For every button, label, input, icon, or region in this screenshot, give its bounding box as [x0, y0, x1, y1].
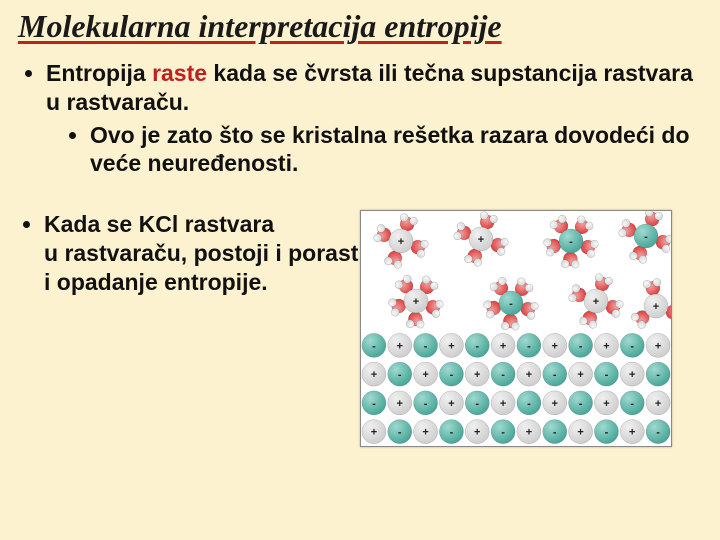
svg-text:+: + [655, 340, 661, 352]
bullet-list-1: Entropija raste kada se čvrsta ili tečna… [46, 59, 704, 178]
bullet-1-highlight: raste [152, 60, 207, 86]
svg-text:+: + [552, 398, 558, 410]
svg-text:+: + [500, 340, 506, 352]
svg-text:-: - [630, 340, 634, 352]
bullet-1-pre: Entropija [46, 60, 152, 86]
svg-text:+: + [526, 369, 532, 381]
svg-text:-: - [501, 369, 505, 381]
svg-text:-: - [656, 369, 660, 381]
svg-text:+: + [603, 340, 609, 352]
svg-text:+: + [603, 398, 609, 410]
svg-text:-: - [527, 340, 531, 352]
svg-text:+: + [448, 398, 454, 410]
svg-text:+: + [397, 340, 403, 352]
svg-text:+: + [629, 427, 635, 439]
svg-text:+: + [577, 427, 583, 439]
svg-text:+: + [593, 296, 599, 308]
svg-text:+: + [478, 234, 484, 246]
svg-text:-: - [509, 298, 513, 310]
svg-text:-: - [527, 398, 531, 410]
bullet-2-line1: Kada se KCl rastvara [44, 211, 274, 237]
bullet-1-sublist: Ovo je zato što se kristalna rešetka raz… [90, 121, 704, 179]
svg-text:+: + [577, 369, 583, 381]
svg-text:-: - [475, 340, 479, 352]
svg-text:+: + [422, 427, 428, 439]
bullet-2: Kada se KCl rastvara u rastvaraču, posto… [44, 210, 360, 296]
slide-title: Molekularna interpretacija entropije [18, 8, 704, 45]
svg-text:-: - [630, 398, 634, 410]
svg-text:-: - [553, 427, 557, 439]
svg-text:+: + [397, 398, 403, 410]
svg-text:+: + [398, 236, 404, 248]
svg-text:-: - [644, 231, 648, 243]
svg-text:-: - [579, 398, 583, 410]
svg-text:+: + [655, 398, 661, 410]
svg-text:+: + [500, 398, 506, 410]
svg-text:-: - [569, 236, 573, 248]
diagram-svg: - + - + - + - + - + - + + - + - + - + - + - + - - + - + - + - + - + - + + - + -… [361, 211, 671, 446]
svg-text:-: - [475, 398, 479, 410]
bullet-1-sub: Ovo je zato što se kristalna rešetka raz… [90, 121, 704, 179]
svg-text:-: - [579, 340, 583, 352]
svg-text:+: + [413, 296, 419, 308]
bullet-2-line2: u rastvaraču, postoji i porast i opadanj… [44, 240, 358, 295]
svg-text:+: + [448, 340, 454, 352]
svg-text:+: + [526, 427, 532, 439]
slide: Molekularna interpretacija entropije Ent… [0, 0, 720, 540]
svg-text:-: - [656, 427, 660, 439]
svg-text:-: - [398, 369, 402, 381]
svg-text:-: - [424, 398, 428, 410]
svg-text:+: + [474, 369, 480, 381]
svg-text:-: - [450, 369, 454, 381]
second-row: Kada se KCl rastvara u rastvaraču, posto… [16, 210, 704, 447]
svg-text:+: + [629, 369, 635, 381]
svg-text:-: - [424, 340, 428, 352]
bullet-list-2: Kada se KCl rastvara u rastvaraču, posto… [30, 210, 360, 302]
svg-text:+: + [422, 369, 428, 381]
svg-text:+: + [653, 301, 659, 313]
svg-text:-: - [605, 369, 609, 381]
dissolution-diagram: - + - + - + - + - + - + + - + - + - + - + - + - - + - + - + - + - + - + + - + -… [360, 210, 672, 447]
svg-text:-: - [605, 427, 609, 439]
svg-text:+: + [371, 369, 377, 381]
svg-text:-: - [372, 398, 376, 410]
svg-text:-: - [553, 369, 557, 381]
svg-text:-: - [450, 427, 454, 439]
svg-text:+: + [474, 427, 480, 439]
svg-text:+: + [371, 427, 377, 439]
svg-text:-: - [372, 340, 376, 352]
svg-text:+: + [552, 340, 558, 352]
svg-text:-: - [501, 427, 505, 439]
svg-text:-: - [398, 427, 402, 439]
bullet-1: Entropija raste kada se čvrsta ili tečna… [46, 59, 704, 178]
